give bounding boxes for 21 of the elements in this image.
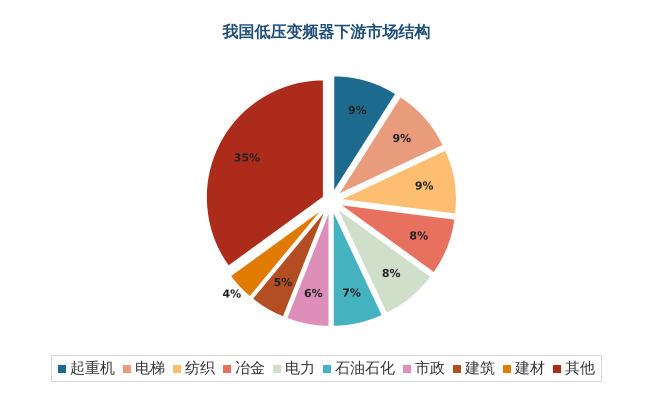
chart-title: 我国低压变频器下游市场结构: [221, 21, 432, 43]
data-label: 8%: [382, 267, 401, 280]
legend-label: 其他: [564, 359, 595, 378]
data-label: 8%: [409, 229, 428, 242]
legend-label: 纺织: [184, 359, 215, 378]
data-label: 9%: [392, 132, 412, 146]
data-label: 35%: [234, 152, 260, 165]
legend-label: 建材: [514, 359, 545, 378]
data-label: 9%: [348, 104, 367, 117]
legend-label: 电力: [284, 359, 315, 378]
legend-label: 市政: [414, 359, 445, 378]
data-label: 4%: [222, 288, 242, 301]
legend-label: 起重机: [69, 359, 115, 378]
data-label: 6%: [304, 287, 323, 300]
data-label: 5%: [274, 276, 292, 289]
legend-label: 电梯: [134, 359, 165, 378]
data-label: 7%: [342, 286, 361, 300]
legend-label: 石油石化: [334, 359, 395, 378]
legend-label: 冶金: [234, 359, 265, 378]
data-label: 9%: [414, 180, 434, 193]
legend-label: 建筑: [464, 359, 495, 378]
